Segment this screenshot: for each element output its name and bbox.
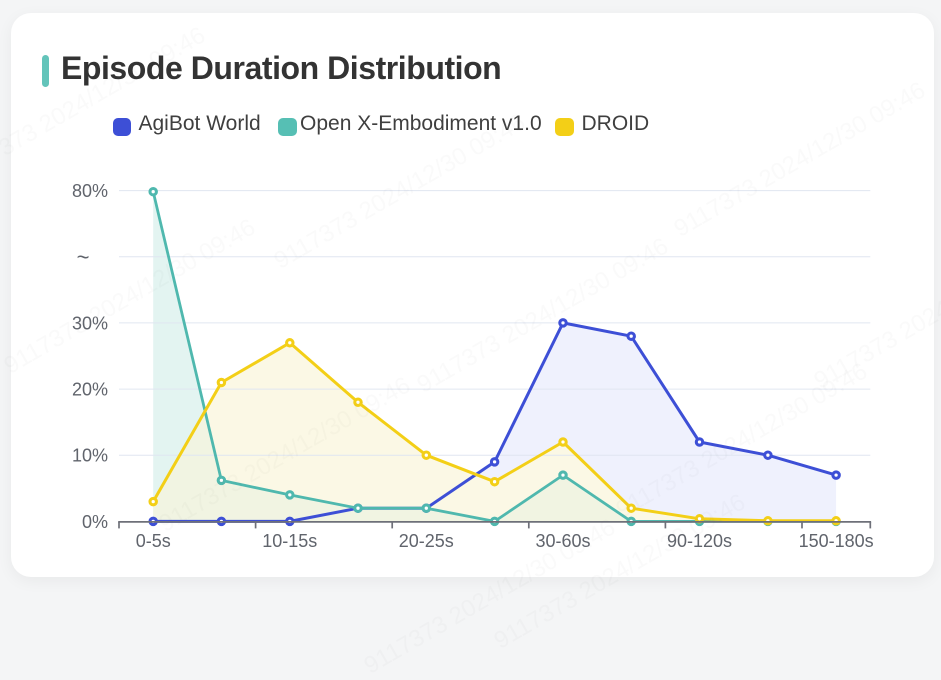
svg-text:10-15s: 10-15s [262,531,317,551]
svg-text:20%: 20% [72,380,108,400]
svg-text:~: ~ [77,245,90,270]
svg-text:20-25s: 20-25s [399,531,454,551]
svg-text:30-60s: 30-60s [535,531,590,551]
svg-text:10%: 10% [72,446,108,466]
svg-text:80%: 80% [72,181,108,201]
svg-text:0-5s: 0-5s [136,531,171,551]
svg-text:90-120s: 90-120s [667,531,732,551]
svg-text:150-180s: 150-180s [799,531,874,551]
svg-text:30%: 30% [72,313,108,333]
svg-text:0%: 0% [82,512,108,532]
